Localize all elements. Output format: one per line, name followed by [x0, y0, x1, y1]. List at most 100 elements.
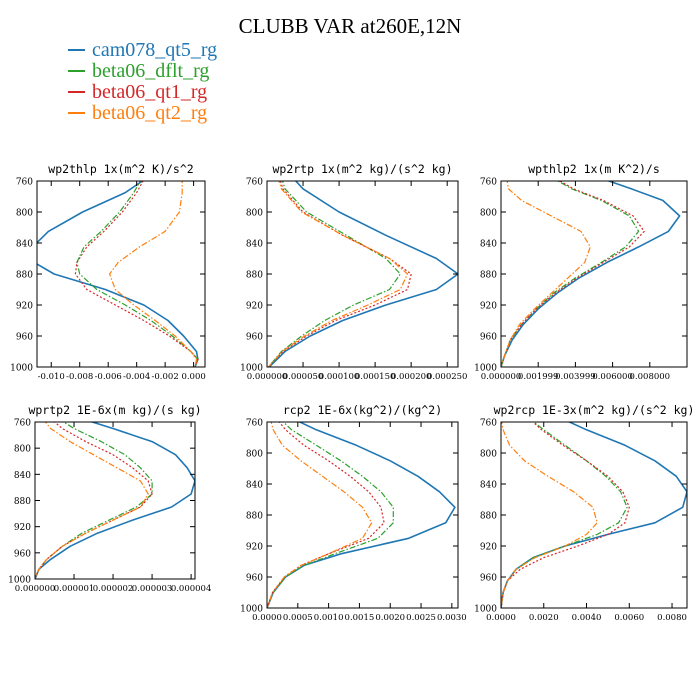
panel-title: wprtp2 1E-6x(m kg)/(s kg) — [28, 403, 201, 417]
y-tick-label: 760 — [246, 419, 263, 429]
x-tick-label: 0.000150 — [355, 372, 396, 382]
y-tick-label: 1000 — [10, 364, 33, 374]
x-tick-label: 0.0080 — [657, 613, 687, 623]
series-line-cam078_qt5_rg — [268, 181, 458, 367]
y-tick-label: 840 — [480, 240, 497, 250]
x-tick-label: 0.000050 — [283, 372, 324, 382]
plot-frame — [266, 421, 459, 609]
series-line-beta06_qt1_rg — [501, 422, 630, 608]
plot-frame — [34, 421, 196, 580]
series-line-beta06_dflt_rg — [501, 181, 640, 367]
y-tick-label: 1000 — [8, 576, 31, 586]
legend-swatch — [68, 91, 85, 94]
x-tick-label: 0.0000 — [486, 613, 516, 623]
series-group — [501, 181, 681, 367]
x-tick-label: 0.000200 — [391, 372, 432, 382]
y-tick-label: 840 — [246, 481, 263, 491]
legend-swatch — [68, 112, 85, 115]
panel-title: wp2rcp 1E-3x(m^2 kg)/(s^2 kg) — [494, 403, 695, 417]
y-tick-label: 880 — [246, 271, 263, 281]
series-group — [501, 422, 687, 608]
y-tick-label: 760 — [246, 178, 263, 188]
panel-title: wp2thlp 1x(m^2 K)/s^2 — [48, 162, 193, 176]
x-tick-label: 0.000003 — [132, 584, 173, 594]
series-line-beta06_dflt_rg — [267, 181, 401, 367]
y-tick-label: 800 — [246, 450, 263, 460]
series-line-beta06_qt2_rg — [501, 181, 591, 367]
y-tick-label: 760 — [14, 419, 31, 429]
y-tick-label: 1000 — [474, 364, 497, 374]
series-line-beta06_qt2_rg — [267, 181, 409, 367]
series-group — [37, 181, 199, 367]
x-tick-label: 0.000002 — [93, 584, 134, 594]
series-line-beta06_qt2_rg — [501, 422, 598, 608]
x-tick-label: 0.0000 — [252, 613, 282, 623]
legend-item-cam078: cam078_qt5_rg — [68, 40, 217, 61]
x-tick-label: -0.002 — [152, 372, 179, 382]
y-tick-label: 800 — [480, 209, 497, 219]
x-tick-label: 0.0040 — [572, 613, 602, 623]
y-tick-label: 920 — [16, 302, 33, 312]
x-tick-label: 0.000000 — [247, 372, 288, 382]
series-group — [267, 181, 458, 367]
plot-frame — [500, 180, 688, 368]
x-tick-label: 0.0020 — [375, 613, 405, 623]
legend-swatch — [68, 49, 85, 52]
x-tick-label: 0.000001 — [54, 584, 95, 594]
series-line-beta06_dflt_rg — [501, 422, 628, 608]
series-line-cam078_qt5_rg — [267, 422, 456, 608]
legend-item-dflt: beta06_dflt_rg — [68, 61, 217, 82]
y-tick-label: 800 — [14, 445, 31, 455]
y-tick-label: 960 — [480, 574, 497, 584]
x-tick-label: 0.0030 — [437, 613, 467, 623]
y-tick-label: 800 — [246, 209, 263, 219]
x-tick-label: -0.010 — [38, 372, 65, 382]
x-tick-label: 0.0060 — [614, 613, 644, 623]
y-tick-label: 920 — [480, 302, 497, 312]
x-tick-label: 0.0020 — [529, 613, 559, 623]
x-tick-label: 0.0025 — [406, 613, 436, 623]
y-tick-label: 840 — [480, 481, 497, 491]
series-line-cam078_qt5_rg — [501, 181, 681, 367]
series-line-beta06_qt1_rg — [501, 181, 645, 367]
series-group — [35, 422, 195, 579]
x-tick-label: 0.000250 — [427, 372, 468, 382]
figure-title: CLUBB VAR at260E,12N — [238, 14, 462, 38]
x-tick-label: 0.006000 — [592, 372, 633, 382]
y-tick-label: 880 — [480, 512, 497, 522]
x-tick-label: 0.0015 — [345, 613, 375, 623]
panel-2: wp2rtp 1x(m^2 kg)/(s^2 kg) 760 800 840 880 92… — [240, 162, 467, 382]
y-tick-label: 960 — [480, 333, 497, 343]
x-tick-label: -0.008 — [66, 372, 93, 382]
panel-title: rcp2 1E-6x(kg^2)/(kg^2) — [283, 403, 442, 417]
y-tick-label: 1000 — [240, 364, 263, 374]
series-line-beta06_qt1_rg — [267, 181, 412, 367]
panel-5: rcp2 1E-6x(kg^2)/(kg^2) 760 800 840 880 920 96… — [240, 403, 467, 623]
legend-item-qt1: beta06_qt1_rg — [68, 82, 217, 103]
legend-item-qt2: beta06_qt2_rg — [68, 103, 217, 124]
x-tick-label: 0.000004 — [171, 584, 212, 594]
legend-label: cam078_qt5_rg — [92, 39, 218, 61]
series-line-beta06_dflt_rg — [76, 181, 199, 367]
series-line-beta06_dflt_rg — [267, 422, 394, 608]
legend: cam078_qt5_rg beta06_dflt_rg beta06_qt1_… — [68, 40, 217, 124]
y-tick-label: 880 — [480, 271, 497, 281]
y-tick-label: 920 — [246, 543, 263, 553]
series-group — [267, 422, 456, 608]
y-tick-label: 880 — [246, 512, 263, 522]
x-tick-label: 0.003999 — [555, 372, 596, 382]
legend-swatch — [68, 70, 85, 73]
plot-frame — [500, 421, 688, 609]
legend-label: beta06_dflt_rg — [92, 60, 210, 82]
y-tick-label: 840 — [14, 471, 31, 481]
y-tick-label: 760 — [480, 419, 497, 429]
y-tick-label: 880 — [14, 497, 31, 507]
x-tick-label: 0.0005 — [283, 613, 313, 623]
legend-label: beta06_qt1_rg — [92, 81, 208, 103]
legend-label: beta06_qt2_rg — [92, 102, 208, 124]
y-tick-label: 800 — [480, 450, 497, 460]
y-tick-label: 880 — [16, 271, 33, 281]
series-line-beta06_qt1_rg — [74, 181, 199, 367]
series-line-beta06_qt2_rg — [35, 422, 149, 579]
